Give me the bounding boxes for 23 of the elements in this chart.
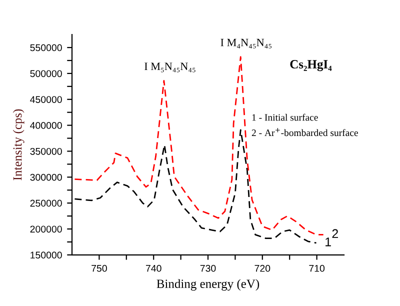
annotation: I M₅N₄₅N₄₅	[144, 62, 196, 72]
annotation: 1 - Initial surface	[252, 114, 318, 121]
y-tick-label: 350000	[30, 148, 62, 155]
x-tick-label: 740	[146, 264, 162, 272]
x-axis-title: Binding energy (eV)	[156, 279, 260, 291]
y-tick-label: 250000	[30, 200, 62, 207]
annotation: 2	[332, 229, 338, 238]
annotation: 1	[326, 238, 331, 246]
annotation: 2 - Ar$^{+}$-bombarded surface	[252, 128, 358, 136]
annotation: Cs₂HgI₄	[290, 60, 332, 72]
y-tick-label: 200000	[30, 226, 62, 233]
x-tick-label: 730	[200, 264, 216, 272]
y-tick-label: 300000	[30, 174, 62, 181]
y-tick-label: 500000	[30, 70, 62, 78]
x-tick-label: 750	[92, 264, 107, 272]
y-tick-label: 550000	[30, 44, 62, 52]
y-tick-label: 400000	[30, 122, 62, 129]
y-tick-label: 450000	[30, 96, 62, 103]
x-tick-label: 720	[254, 264, 270, 272]
y-axis-title: Intensity (cps)	[12, 109, 24, 180]
y-tick-label: 150000	[30, 252, 62, 259]
annotation: I M₄N₄₅N₄₅	[220, 38, 272, 48]
x-tick-label: 710	[309, 264, 325, 272]
